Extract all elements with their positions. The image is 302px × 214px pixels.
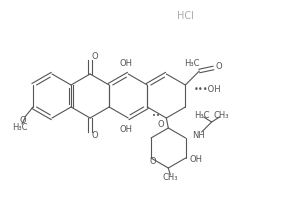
Text: CH₃: CH₃	[162, 174, 178, 183]
Text: O: O	[20, 116, 26, 125]
Text: OH: OH	[120, 125, 133, 134]
Text: H₃C: H₃C	[12, 123, 28, 132]
Text: O: O	[150, 158, 156, 166]
Text: CH₃: CH₃	[214, 110, 230, 119]
Text: O: O	[215, 61, 222, 70]
Text: OH: OH	[120, 58, 133, 67]
Text: HCl: HCl	[177, 11, 194, 21]
Text: O: O	[92, 52, 98, 61]
Text: OH: OH	[189, 156, 202, 165]
Text: ••: ••	[152, 113, 160, 119]
Text: O: O	[92, 131, 98, 141]
Text: H₃C: H₃C	[194, 110, 209, 119]
Text: NH: NH	[192, 131, 205, 140]
Text: •••OH: •••OH	[194, 85, 221, 94]
Text: H₃C: H₃C	[185, 58, 200, 67]
Text: O: O	[157, 119, 164, 128]
